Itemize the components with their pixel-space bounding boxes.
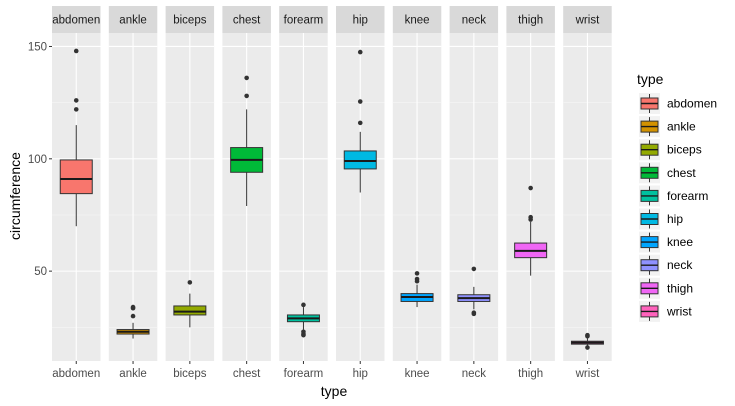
outlier-neck (471, 266, 477, 272)
box-abdomen (59, 159, 93, 195)
panel-forearm: forearm (279, 6, 328, 361)
strip-wrist (563, 6, 612, 33)
outlier-thigh (528, 185, 533, 191)
legend-label-hip: hip (667, 212, 683, 226)
x-tick-label-biceps: biceps (173, 368, 206, 380)
outlier-neck (471, 311, 477, 317)
legend-label-ankle: ankle (667, 120, 696, 134)
outlier-hip (357, 49, 363, 55)
x-axis-title: type (321, 383, 348, 399)
outlier-biceps (187, 280, 193, 285)
x-tick-label-knee: knee (405, 368, 430, 380)
strip-knee (392, 6, 442, 33)
panel-abdomen: abdomen (52, 6, 101, 361)
legend: type abdomen ankle biceps chest forearm hip kn… (637, 71, 717, 322)
outlier-thigh (528, 214, 533, 220)
legend-item-forearm: forearm (639, 185, 708, 207)
x-tick-label-chest: chest (233, 368, 261, 380)
legend-item-neck: neck (639, 254, 693, 276)
panel-ankle: ankle (108, 6, 158, 361)
panel-knee: knee (392, 6, 442, 361)
x-axis: abdomen ankle biceps chest forearm hip knee nec… (52, 361, 600, 380)
strip-label-chest: chest (233, 15, 261, 27)
legend-item-biceps: biceps (639, 139, 702, 161)
outlier-hip (357, 99, 363, 104)
strip-thigh (506, 6, 555, 33)
panel-neck: neck (449, 6, 499, 361)
outlier-abdomen (73, 107, 79, 112)
strip-neck (449, 6, 499, 33)
outlier-knee (414, 276, 420, 282)
panel-thigh: thigh (506, 6, 555, 361)
outlier-abdomen (73, 48, 79, 54)
legend-label-abdomen: abdomen (667, 97, 717, 111)
box-biceps (173, 305, 207, 316)
x-tick-label-hip: hip (353, 368, 368, 380)
x-tick-label-neck: neck (462, 368, 487, 380)
panel-wrist: wrist (563, 6, 612, 361)
strip-biceps (165, 6, 215, 33)
legend-title: type (637, 71, 664, 87)
box-hip (343, 150, 377, 170)
legend-label-thigh: thigh (667, 281, 693, 295)
y-tick-label: 150 (28, 41, 47, 53)
legend-item-wrist: wrist (639, 300, 692, 322)
outlier-ankle (130, 313, 136, 319)
panel-biceps: biceps (165, 6, 215, 361)
legend-item-ankle: ankle (639, 116, 696, 138)
strip-label-neck: neck (462, 15, 487, 27)
legend-item-hip: hip (639, 208, 683, 230)
outlier-forearm (301, 302, 306, 308)
outlier-knee (414, 271, 420, 276)
x-tick-label-thigh: thigh (518, 368, 543, 380)
facet-panels: abdomen ankle biceps chest forearm hip knee nec… (52, 6, 612, 361)
strip-label-thigh: thigh (518, 15, 543, 27)
legend-item-knee: knee (639, 231, 693, 253)
strip-label-hip: hip (353, 15, 368, 27)
strip-label-forearm: forearm (284, 15, 324, 27)
strip-label-wrist: wrist (575, 15, 600, 27)
strip-chest (222, 6, 271, 33)
strip-abdomen (52, 6, 101, 33)
strip-label-abdomen: abdomen (52, 15, 100, 27)
legend-item-thigh: thigh (639, 277, 693, 299)
x-tick-label-ankle: ankle (119, 368, 147, 380)
strip-forearm (279, 6, 328, 33)
legend-label-forearm: forearm (667, 189, 708, 203)
legend-item-chest: chest (639, 162, 696, 184)
y-axis: 50 100 150 (28, 41, 52, 278)
legend-label-chest: chest (667, 166, 696, 180)
outlier-forearm (301, 332, 306, 338)
y-tick-label: 100 (28, 154, 47, 166)
strip-label-knee: knee (405, 15, 430, 27)
strip-ankle (108, 6, 158, 33)
legend-label-wrist: wrist (666, 304, 692, 318)
legend-label-neck: neck (667, 258, 693, 272)
legend-label-biceps: biceps (667, 143, 702, 157)
outlier-abdomen (73, 98, 79, 103)
legend-item-abdomen: abdomen (639, 93, 717, 114)
panel-hip: hip (336, 6, 385, 361)
outlier-wrist (585, 345, 590, 350)
outlier-ankle (130, 304, 136, 310)
x-tick-label-forearm: forearm (284, 368, 324, 380)
y-axis-title: circumference (7, 152, 23, 240)
panel-chest: chest (222, 6, 271, 361)
strip-label-ankle: ankle (119, 15, 147, 27)
outlier-hip (357, 120, 363, 126)
strip-label-biceps: biceps (173, 15, 206, 27)
y-tick-label: 50 (34, 266, 47, 278)
legend-label-knee: knee (667, 235, 693, 249)
outlier-chest (244, 75, 249, 81)
x-tick-label-abdomen: abdomen (52, 368, 100, 380)
outlier-wrist (585, 332, 590, 338)
strip-hip (336, 6, 385, 33)
outlier-chest (244, 93, 249, 99)
x-tick-label-wrist: wrist (575, 368, 600, 380)
